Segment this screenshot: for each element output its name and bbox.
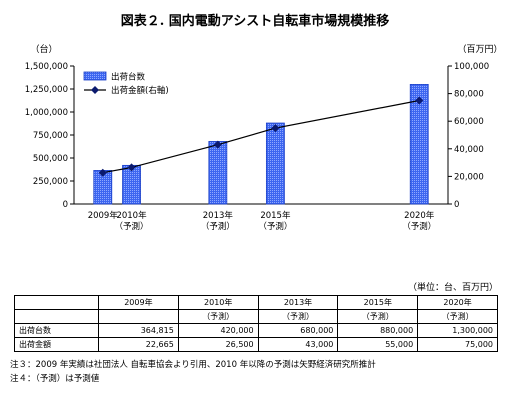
bar [265,122,285,205]
chart-title: 図表２. 国内電動アシスト自転車市場規模推移 [120,14,390,29]
table-cell: 75,000 [417,337,498,352]
right-tick-label: 20,000 [454,172,484,182]
left-tick-label: 250,000 [33,177,68,187]
table-header-sub: （予測） [337,309,419,324]
table-corner-cell [14,309,99,324]
table-cell: 1,300,000 [417,323,498,338]
right-tick-label: 40,000 [454,145,484,155]
table-header-sub: （予測） [177,309,259,324]
left-axis-unit: （台） [30,43,57,55]
legend-marker [91,86,99,94]
line-marker [98,168,107,177]
x-tick-sublabel: （予測） [115,221,149,232]
line-marker [213,140,222,149]
left-tick-label: 1,500,000 [25,62,68,72]
table-header-sub: （予測） [257,309,339,324]
table-header-year: 2015年 [337,295,419,310]
footnote: 注３：2009 年実績は社団法人 自転車協会より引用、2010 年以降の予測は矢… [10,360,376,370]
chart: （台） （百万円） 0 250,000 500,000 750,000 1,000,000 1… [25,43,503,232]
table-cell: 22,665 [98,337,179,352]
left-tick-label: 500,000 [33,154,68,164]
table-unit-note: （単位：台、百万円） [407,283,498,293]
table-header-year: 2009年 [98,295,179,310]
table-corner-cell [14,295,99,310]
data-table: 2009年 2010年 2013年 2015年 2020年 （予測） （予測） … [14,295,498,352]
line-marker [127,163,136,172]
table-header-sub: （予測） [417,309,498,324]
x-tick-sublabel: （予測） [402,221,436,232]
bar [409,84,429,205]
footnote: 注４：（予測）は予測値 [10,374,100,384]
left-tick-label: 1,250,000 [25,85,68,95]
table-header-year: 2020年 [417,295,498,310]
series-line [102,99,420,174]
table-row-label: 出荷台数 [14,323,99,338]
left-tick-label: 1,000,000 [25,108,68,118]
legend-label: 出荷台数 [111,72,146,83]
table-row: 出荷金額 22,665 26,500 43,000 55,000 75,000 [14,337,498,352]
right-tick-label: 0 [454,200,459,210]
right-tick-label: 80,000 [454,90,484,100]
table-header-row: 2009年 2010年 2013年 2015年 2020年 [14,295,498,310]
table-cell: 26,500 [177,337,259,352]
right-tick-label: 100,000 [454,62,489,72]
table-cell: 55,000 [337,337,419,352]
line-marker [271,124,280,133]
line-marker [415,96,424,105]
table-row: 出荷台数 364,815 420,000 680,000 880,000 1,3… [14,323,498,338]
x-tick-label: 2020年 [404,210,435,221]
table-cell: 364,815 [98,323,179,338]
x-tick-label: 2015年 [260,210,291,221]
x-tick-sublabel: （予測） [258,221,292,232]
x-tick-label: 2009年 [88,210,119,221]
right-axis-unit: （百万円） [457,44,502,55]
x-tick-label: 2010年 [116,210,147,221]
x-tick-label: 2013年 [203,210,234,221]
table-header-year: 2013年 [257,295,339,310]
table-header-sub [98,309,179,324]
x-tick-sublabel: （予測） [201,221,235,232]
table-row-label: 出荷金額 [14,337,99,352]
left-tick-label: 0 [63,200,68,210]
table-cell: 680,000 [257,323,339,338]
left-tick-label: 750,000 [33,131,68,141]
table-header-year: 2010年 [177,295,259,310]
right-tick-label: 60,000 [454,117,484,127]
table-cell: 420,000 [177,323,259,338]
table-header-sub-row: （予測） （予測） （予測） （予測） [14,309,498,324]
table-cell: 43,000 [257,337,339,352]
bar [208,141,228,205]
legend-label: 出荷金額(右軸) [111,85,169,96]
legend-swatch-bar [83,71,107,81]
table-cell: 880,000 [337,323,419,338]
